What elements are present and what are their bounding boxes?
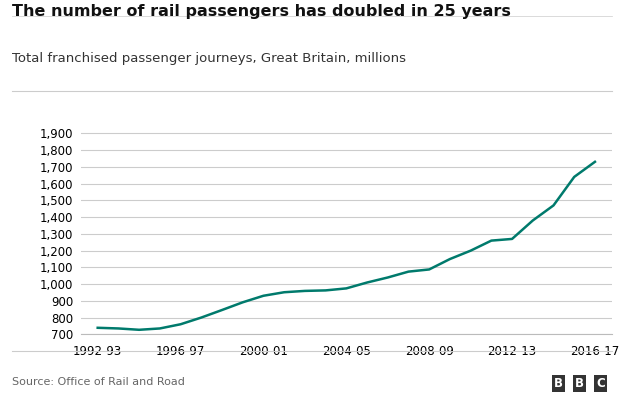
Text: Source: Office of Rail and Road: Source: Office of Rail and Road <box>12 377 185 387</box>
Text: C: C <box>597 377 605 390</box>
Text: The number of rail passengers has doubled in 25 years: The number of rail passengers has double… <box>12 4 511 19</box>
Text: Total franchised passenger journeys, Great Britain, millions: Total franchised passenger journeys, Gre… <box>12 52 406 65</box>
Text: B: B <box>575 377 584 390</box>
Text: B: B <box>554 377 563 390</box>
